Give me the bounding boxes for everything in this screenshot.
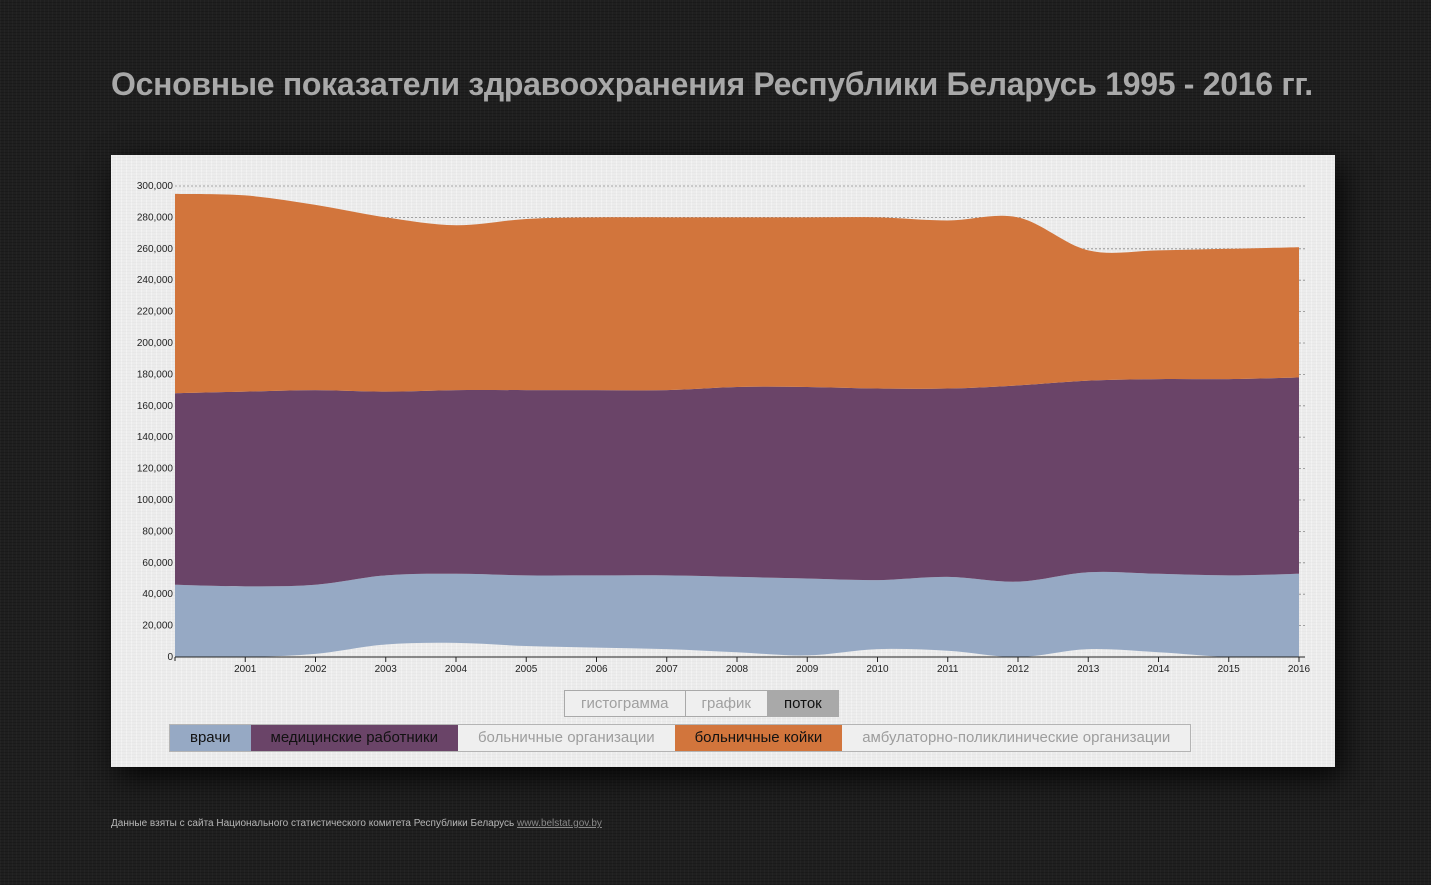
area-doctors xyxy=(175,571,1299,658)
source-link[interactable]: www.belstat.gov.by xyxy=(517,818,602,829)
y-tick-label: 100,000 xyxy=(137,495,174,506)
y-tick-label: 240,000 xyxy=(137,275,174,286)
source-footer: Данные взяты с сайта Национального стати… xyxy=(111,818,602,829)
y-tick-label: 220,000 xyxy=(137,307,174,318)
x-tick-label: 2014 xyxy=(1147,664,1170,675)
x-tick-label: 2003 xyxy=(375,664,398,675)
x-tick-label: 2016 xyxy=(1288,664,1311,675)
x-tick-label: 2011 xyxy=(937,664,959,675)
y-tick-label: 0 xyxy=(167,652,173,663)
y-tick-label: 40,000 xyxy=(142,589,173,600)
series-legend: врачи медицинские работники больничные о… xyxy=(169,724,1192,752)
y-tick-label: 120,000 xyxy=(137,464,174,475)
legend-item-medical-workers[interactable]: медицинские работники xyxy=(250,725,458,751)
mode-stream-button[interactable]: поток xyxy=(766,690,839,717)
x-tick-label: 2006 xyxy=(585,664,608,675)
x-tick-label: 2004 xyxy=(445,664,468,675)
y-tick-label: 20,000 xyxy=(142,621,173,632)
area-medical-workers xyxy=(175,377,1299,587)
x-tick-label: 2002 xyxy=(304,664,327,675)
legend-item-hospital-organizations[interactable]: больничные организации xyxy=(457,725,675,751)
x-tick-label: 2005 xyxy=(515,664,538,675)
y-tick-label: 200,000 xyxy=(137,338,174,349)
y-tick-label: 160,000 xyxy=(137,401,174,412)
x-tick-label: 2001 xyxy=(234,664,257,675)
x-tick-label: 2012 xyxy=(1007,664,1030,675)
x-tick-label: 2008 xyxy=(726,664,749,675)
y-tick-label: 140,000 xyxy=(137,432,174,443)
area-hospital-beds xyxy=(175,193,1299,394)
legend-item-hospital-beds[interactable]: больничные койки xyxy=(674,725,843,751)
chart-panel: 0 20,000 40,000 60,000 80,000 100,000 120,000 1… xyxy=(111,155,1335,767)
x-tick-label: 2007 xyxy=(656,664,679,675)
y-tick-label: 260,000 xyxy=(137,244,174,255)
y-tick-label: 180,000 xyxy=(137,369,174,380)
x-tick-label: 2015 xyxy=(1218,664,1241,675)
stream-chart: 0 20,000 40,000 60,000 80,000 100,000 120,000 1… xyxy=(137,181,1311,675)
page-title: Основные показатели здравоохранения Респ… xyxy=(111,66,1313,102)
y-tick-label: 280,000 xyxy=(137,212,174,223)
chart-mode-toggle: гистограмма график поток xyxy=(564,690,839,717)
mode-histogram-button[interactable]: гистограмма xyxy=(564,690,686,717)
y-tick-label: 80,000 xyxy=(142,526,173,537)
legend-item-doctors[interactable]: врачи xyxy=(170,725,251,751)
x-tick-label: 2010 xyxy=(866,664,889,675)
x-tick-label: 2009 xyxy=(796,664,819,675)
y-tick-label: 60,000 xyxy=(142,558,173,569)
footer-text: Данные взяты с сайта Национального стати… xyxy=(111,818,515,829)
y-tick-label: 300,000 xyxy=(137,181,174,192)
x-tick-label: 2013 xyxy=(1077,664,1100,675)
legend-item-outpatient-organizations[interactable]: амбулаторно-поликлинические организации xyxy=(842,725,1191,751)
mode-line-button[interactable]: график xyxy=(684,690,768,717)
